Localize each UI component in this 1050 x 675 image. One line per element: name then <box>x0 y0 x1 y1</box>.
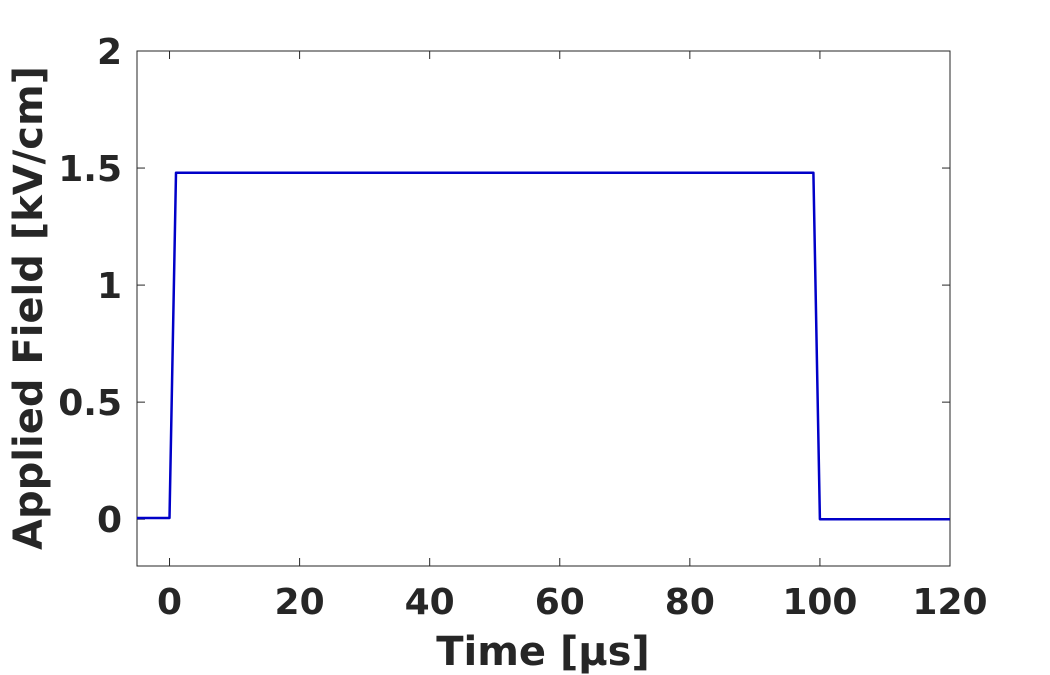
y-tick-label: 0 <box>97 500 122 541</box>
y-tick-label: 1.5 <box>58 149 122 190</box>
y-axis-label: Applied Field [kV/cm] <box>6 66 52 550</box>
plot-area <box>136 50 951 567</box>
x-tick-label: 20 <box>275 582 325 623</box>
x-tick-label: 120 <box>912 582 987 623</box>
x-tick-label: 80 <box>665 582 715 623</box>
x-axis-ticks: 0 20 40 60 80 100 120 <box>157 51 988 623</box>
y-tick-label: 2 <box>97 32 122 73</box>
y-tick-label: 0.5 <box>58 383 122 424</box>
x-tick-label: 60 <box>535 582 585 623</box>
y-tick-label: 1 <box>97 266 122 307</box>
series-line <box>137 171 950 521</box>
series-group <box>137 171 950 521</box>
x-tick-label: 40 <box>405 582 455 623</box>
y-axis-ticks: 0 0.5 1 1.5 2 <box>58 32 950 541</box>
x-tick-label: 100 <box>782 582 857 623</box>
x-axis-label: Time [μs] <box>436 629 650 675</box>
x-tick-label: 0 <box>157 582 182 623</box>
